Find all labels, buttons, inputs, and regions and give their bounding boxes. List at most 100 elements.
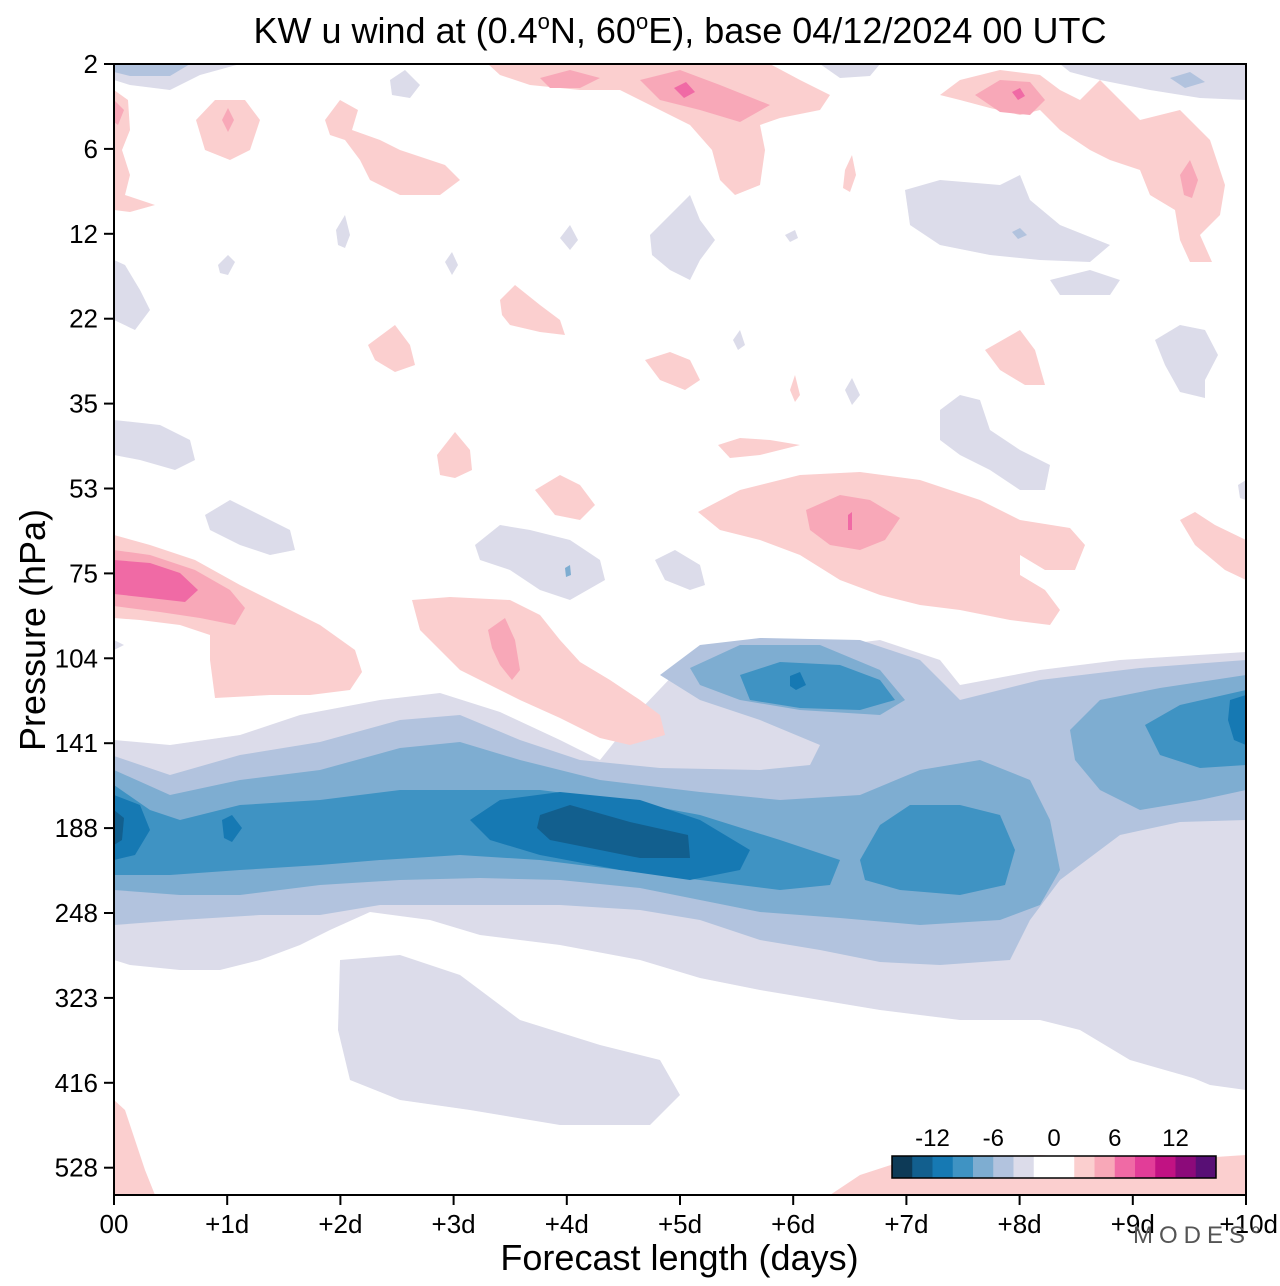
colorbar-swatch [952,1156,974,1178]
x-axis-label: Forecast length (days) [500,1237,859,1278]
contour-fill-minus2-spot8 [114,640,124,650]
x-tick-label: +7d [884,1209,928,1239]
x-tick-label: +4d [545,1209,589,1239]
colorbar-swatch [993,1156,1014,1178]
contour-fill-minus2-ml5 [940,395,1050,490]
x-axis: 00 +1d +2d +3d +4d +5d +6d +7d +8d +9d +10d [100,1195,1278,1239]
contour-fill-minus2-ml7 [114,260,150,330]
colorbar-swatch [1155,1156,1176,1178]
contour-fill-plus4-ul4b [640,70,770,122]
contour-fill-minus6-spot-a [565,565,571,577]
contour-field [114,64,1246,1195]
contour-fill-minus2-right [1085,940,1246,1090]
colorbar-label: -6 [983,1125,1004,1152]
contour-fill-minus2-ml3 [1050,270,1120,295]
contour-fill-minus2-spot5 [785,230,798,242]
y-axis: 2 6 12 22 35 53 75 104 141 188 248 323 416 528 [55,49,114,1183]
colorbar-swatch [1135,1156,1156,1178]
y-tick-label: 528 [55,1153,98,1183]
contour-fill-minus4-ml2 [1012,228,1027,239]
contour-fill-plus2-mid5 [790,375,800,402]
contour-fill-minus2-ml6 [114,420,195,470]
contour-fill-plus2-mid8 [535,475,595,520]
colorbar-swatch [1195,1156,1217,1178]
contour-fill-minus4-ur1 [1170,72,1205,88]
contour-fill-minus2-ur1 [1060,64,1246,100]
contour-fill-minus2-lower [338,955,680,1125]
contour-fill-plus4-mid9 [806,495,900,550]
contour-fill-minus12 [537,805,690,858]
x-tick-label: +5d [658,1209,702,1239]
contour-fill-plus2-mid2 [368,325,415,372]
contour-fill-plus2-mid6 [437,432,472,478]
y-tick-label: 75 [69,558,98,588]
colorbar-label: 0 [1047,1125,1060,1152]
y-tick-label: 22 [69,304,98,334]
y-tick-label: 12 [69,219,98,249]
contour-fill-minus8-right [1145,690,1246,768]
colorbar-swatch [1114,1156,1136,1178]
colorbar-label: 6 [1108,1125,1121,1152]
y-tick-label: 6 [84,134,98,164]
contour-fill-minus2-spot3 [445,252,458,275]
contour-fill-plus2-mid1 [500,285,565,335]
contour-fill-plus6-ul4 [674,82,695,98]
colorbar-swatch [1175,1156,1197,1178]
contour-fill-plus6-left75 [114,560,198,602]
contour-fill-minus10-spot1 [222,815,242,842]
contour-fill-minus8-mid [860,805,1015,895]
contour-fill-plus2-ul3 [325,100,460,195]
contour-fill-plus4-ur1 [975,80,1045,115]
contour-fill-minus8-upper [740,662,895,710]
contour-fill-minus2-spot4 [560,225,578,250]
x-tick-label: +6d [771,1209,815,1239]
x-tick-label: +10d [1219,1209,1278,1239]
contour-fill-plus2-mid9 [698,472,1085,625]
contour-fill-minus2-ul3 [820,64,880,78]
y-tick-label: 416 [55,1068,98,1098]
colorbar-swatch [912,1156,933,1178]
brand-logo: MODES° [1133,1222,1267,1249]
y-tick-label: 141 [55,728,98,758]
y-axis-label: Pressure (hPa) [12,508,53,752]
contour-fill-plus2-mid7 [718,438,800,458]
contour-fill-minus10-left [114,795,150,860]
contour-fill-plus4-ul4 [540,70,600,88]
y-tick-label: 323 [55,983,98,1013]
y-tick-label: 2 [84,49,98,79]
contour-fill-minus4-ul1 [114,64,190,76]
contour-fill-plus2-mid3 [645,352,700,390]
contour-fill-plus2-mid4 [985,330,1045,385]
y-tick-label: 248 [55,898,98,928]
contour-fill-plus4-mid104 [488,618,520,680]
colorbar-swatch [892,1156,913,1178]
x-tick-label: +3d [432,1209,476,1239]
contour-fill-minus2-ul2 [390,70,420,98]
colorbar-swatch [932,1156,954,1178]
contour-fill-minus2-ml10 [655,550,705,590]
contour-fill-plus6-spot-a [848,512,852,530]
chart-title: KW u wind at (0.4oN, 60oE), base 04/12/2… [253,9,1107,51]
contour-fill-minus2-spot7 [845,378,860,405]
colorbar-swatch [1074,1156,1095,1178]
colorbar-label: 12 [1162,1125,1189,1152]
x-tick-label: +2d [318,1209,362,1239]
contour-fill-minus10-spot2 [790,672,806,690]
contour-fill-plus4-ur1b [1180,160,1198,198]
contour-fill-plus6-ur1 [1012,88,1025,100]
colorbar: -12 -6 0 6 12 [891,1125,1217,1179]
y-tick-label: 35 [69,389,98,419]
contour-fill-plus2-mid104 [412,597,665,745]
contour-fill-plus2-ur1 [940,70,1225,262]
contour-fill-minus12-left [114,810,124,845]
contour-fill-minus2-spot1 [218,255,235,275]
contour-fill-plus2-spot1 [843,155,856,192]
contour-fill-minus2-ml11 [1238,480,1246,500]
x-tick-label: +9d [1111,1209,1155,1239]
y-tick-label: 104 [55,643,98,673]
contour-fill-minus2-ml8 [205,500,295,555]
colorbar-swatch [1054,1156,1075,1178]
colorbar-frame [891,1155,1217,1179]
x-tick-label: 00 [100,1209,129,1239]
